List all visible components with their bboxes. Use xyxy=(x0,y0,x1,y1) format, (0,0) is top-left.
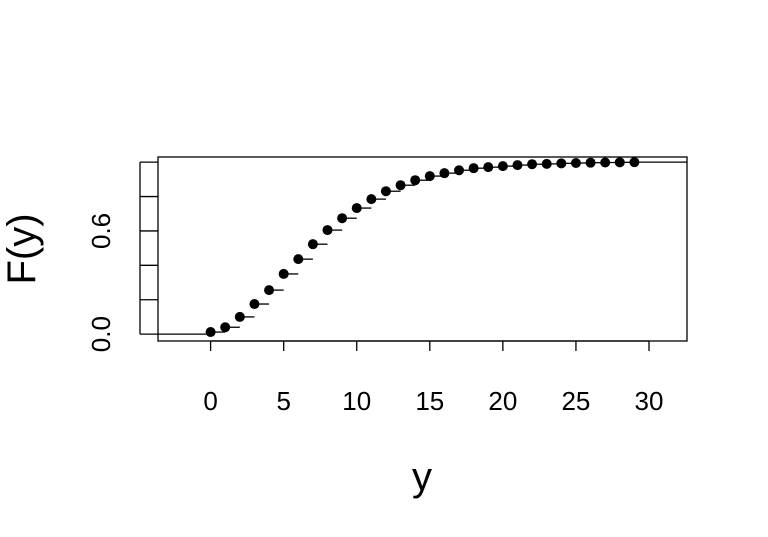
point xyxy=(220,322,231,333)
point xyxy=(585,157,596,168)
x-tick-label: 5 xyxy=(276,386,290,416)
x-tick-label: 0 xyxy=(203,386,217,416)
point xyxy=(570,158,581,169)
point xyxy=(483,162,494,173)
point xyxy=(278,268,289,279)
point xyxy=(468,163,479,174)
point xyxy=(454,165,465,176)
point xyxy=(629,157,640,168)
point xyxy=(380,186,391,197)
x-tick-label: 25 xyxy=(561,386,590,416)
point xyxy=(395,180,406,191)
point xyxy=(205,327,216,338)
y-axis-label: F(y) xyxy=(0,213,44,284)
point xyxy=(541,158,552,169)
point xyxy=(264,285,275,296)
x-tick-label: 30 xyxy=(635,386,664,416)
point xyxy=(366,194,377,205)
point xyxy=(600,157,611,168)
point xyxy=(512,160,523,171)
x-tick-label: 10 xyxy=(342,386,371,416)
point xyxy=(351,203,362,214)
x-tick-label: 20 xyxy=(488,386,517,416)
point xyxy=(439,168,450,179)
point xyxy=(410,175,421,186)
x-axis-label: y xyxy=(412,455,432,499)
point xyxy=(249,299,260,310)
y-tick-label: 0.6 xyxy=(86,213,116,249)
point xyxy=(556,158,567,169)
point xyxy=(234,311,245,322)
point xyxy=(322,225,333,236)
point xyxy=(337,213,348,224)
point xyxy=(527,159,538,170)
y-tick-label: 0.0 xyxy=(86,316,116,352)
point xyxy=(307,239,318,250)
point xyxy=(293,254,304,265)
point xyxy=(424,171,435,182)
x-tick-label: 15 xyxy=(415,386,444,416)
point xyxy=(497,161,508,172)
point xyxy=(614,157,625,168)
